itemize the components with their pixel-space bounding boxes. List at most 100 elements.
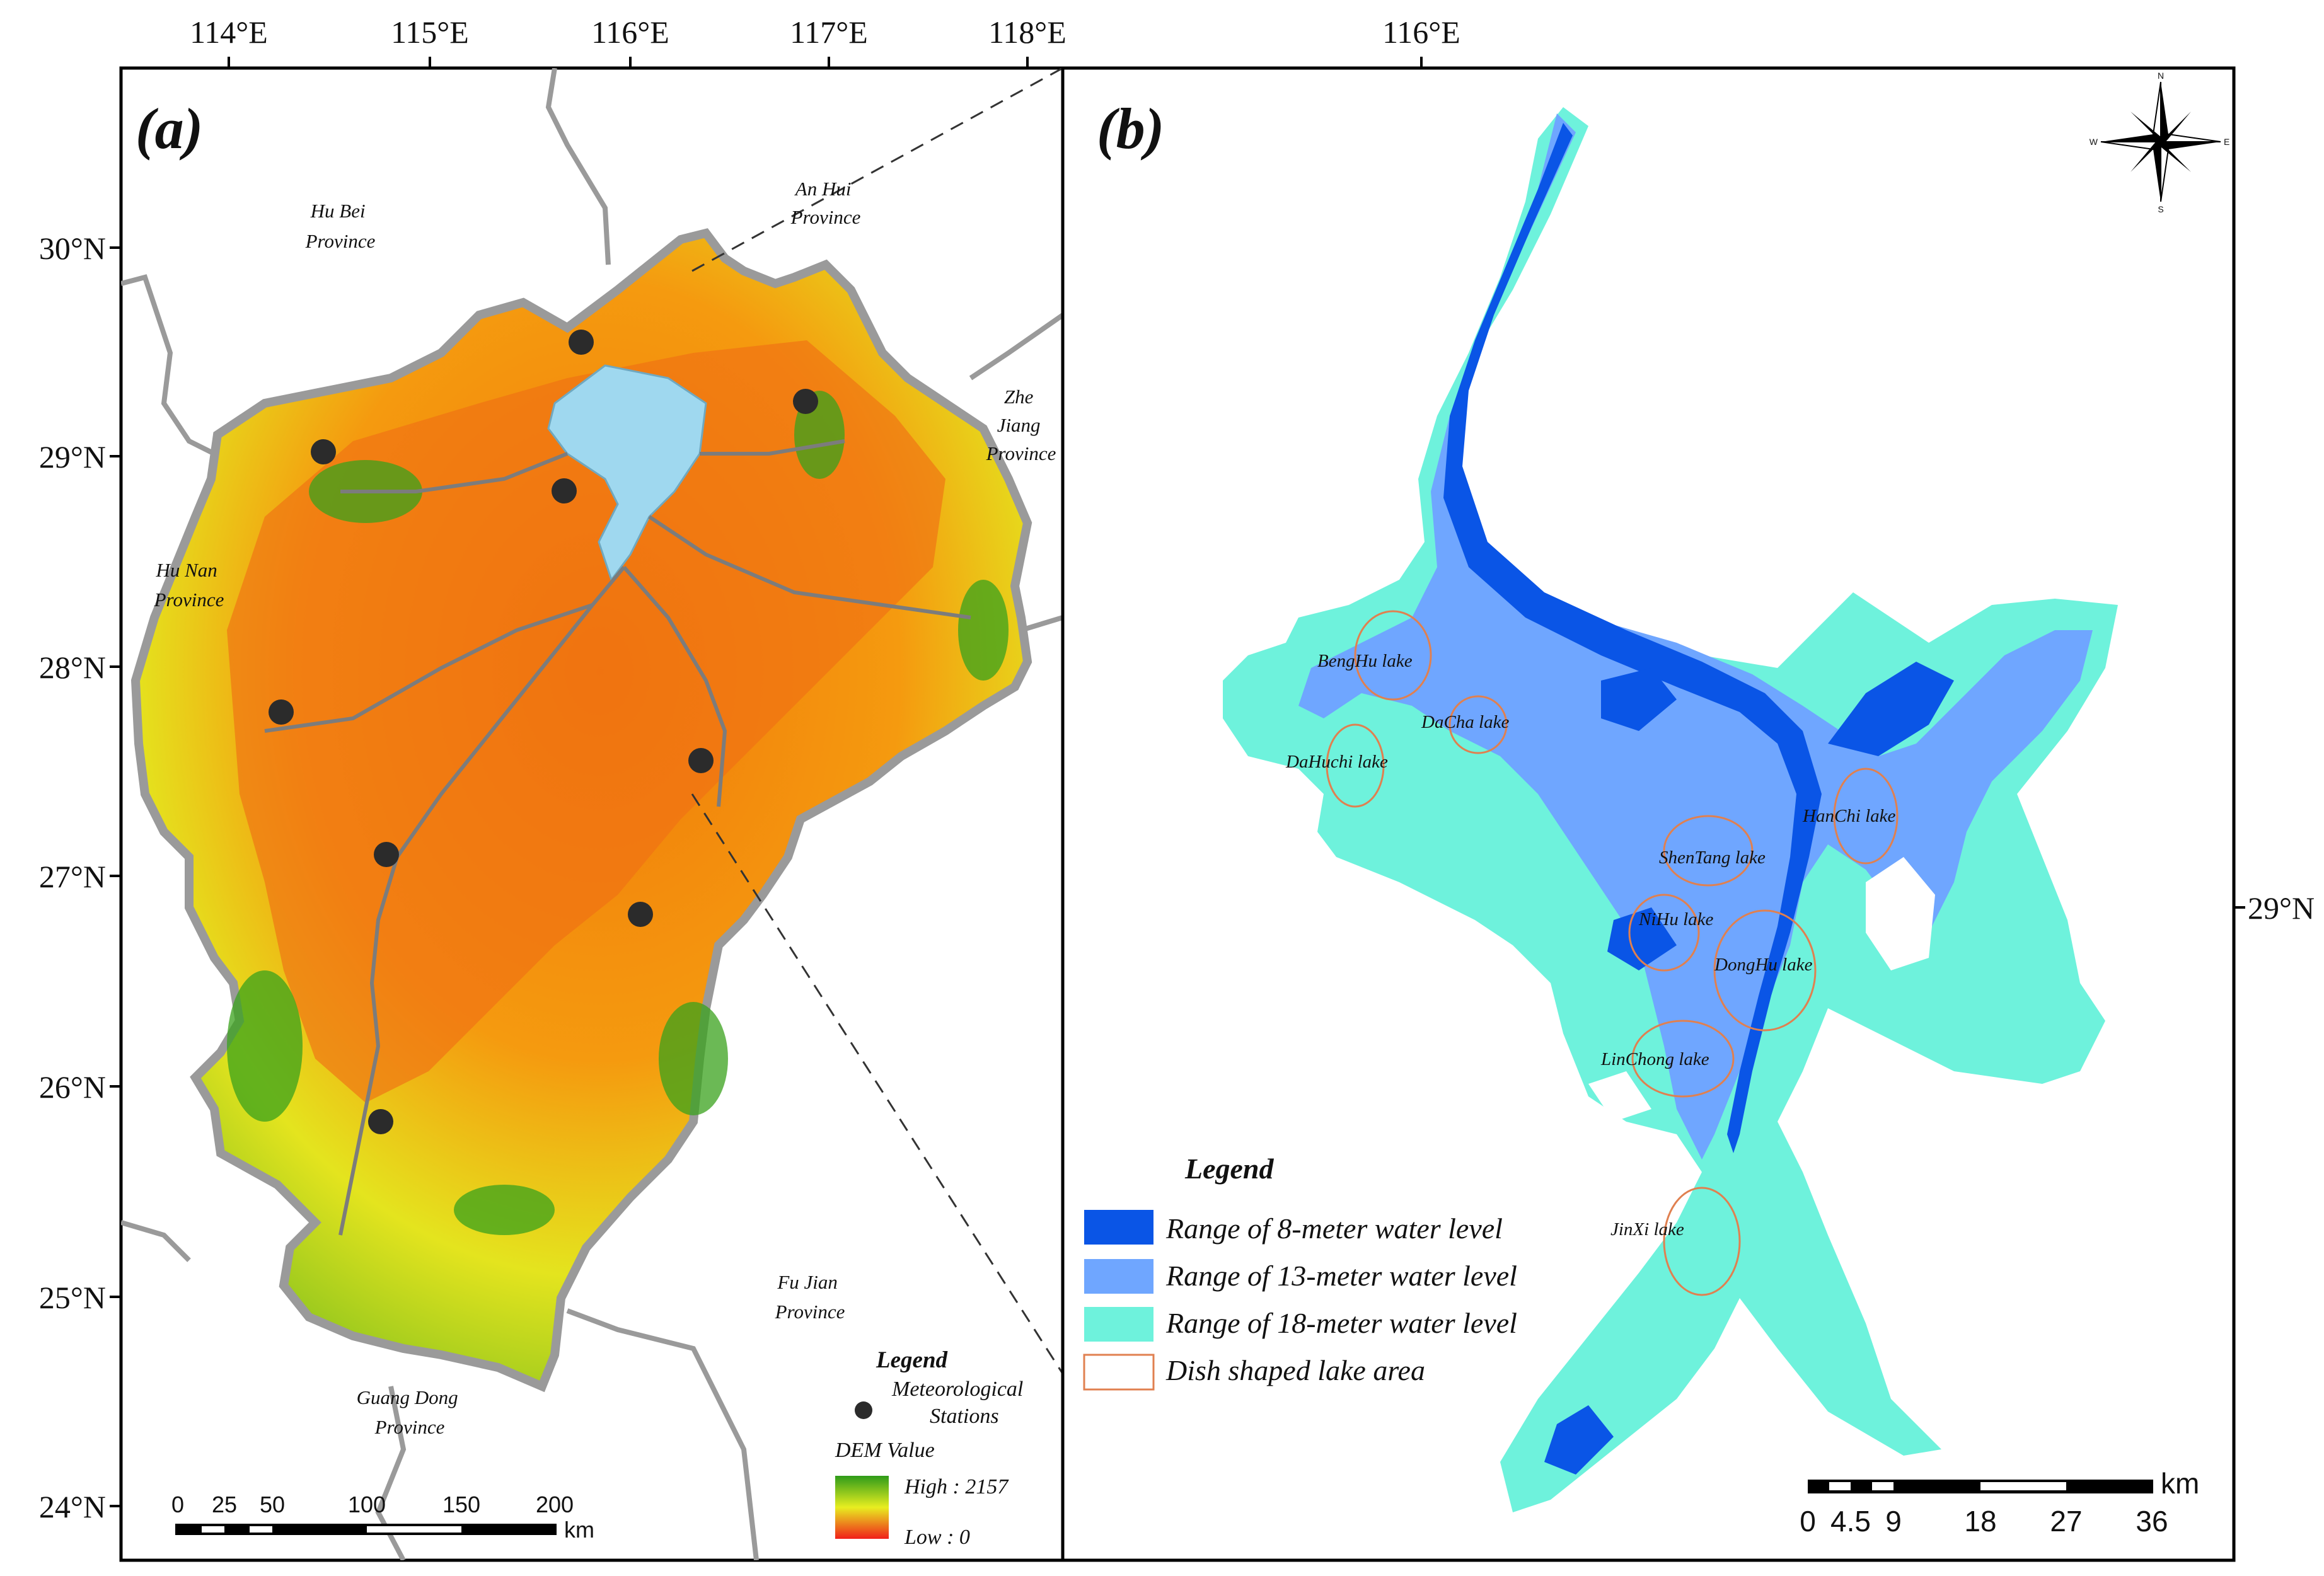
legend-swatch-18m — [1084, 1307, 1153, 1342]
panel-b-legend: Legend Range of 8-meter water level Rang… — [1083, 1153, 1517, 1391]
level-8m-patch — [1601, 668, 1677, 731]
lat-label: 27°N — [39, 859, 106, 894]
province-label-anhui: An Hui Province — [790, 178, 861, 228]
province-label-fujian: Fu Jian Province — [775, 1271, 845, 1323]
panel-b-scalebar: 0 4.5 9 18 27 36 km — [1800, 1467, 2199, 1538]
panel-a-map — [121, 68, 1063, 1560]
scale-tick: 50 — [260, 1492, 285, 1517]
lake-label: NiHu lake — [1638, 909, 1714, 929]
legend-dem-title: DEM Value — [835, 1439, 935, 1462]
panel-a-scalebar: 0 25 50 100 150 200 km — [171, 1492, 594, 1543]
panel-b-map — [1223, 107, 2118, 1512]
compass-s: S — [2158, 204, 2163, 214]
lowland-core — [227, 340, 945, 1103]
lat-label: 24°N — [39, 1489, 106, 1524]
province-label-hunan: Hu Nan Province — [154, 559, 224, 611]
legend-swatch-13m — [1084, 1259, 1153, 1294]
lake-label: JinXi lake — [1610, 1219, 1684, 1240]
compass-n: N — [2158, 71, 2164, 81]
station-legend-marker — [855, 1401, 872, 1419]
lake-label: BengHu lake — [1317, 651, 1413, 671]
province-boundary — [121, 68, 1063, 1560]
station-marker — [793, 389, 818, 414]
scale-tick: 18 — [1964, 1505, 1996, 1538]
highland-patches — [227, 391, 1009, 1235]
panel-a-label: (a) — [136, 96, 203, 161]
legend-stations-line2: Stations — [930, 1405, 999, 1428]
zoom-guide-line — [691, 68, 1063, 272]
lon-label: 117°E — [790, 14, 868, 50]
scale-tick: 150 — [442, 1492, 480, 1517]
non-flooded-land — [1588, 1071, 1651, 1122]
meteorological-stations — [269, 330, 818, 1134]
lake-label: DaCha lake — [1421, 712, 1509, 732]
station-marker — [688, 748, 714, 773]
scale-tick: 25 — [212, 1492, 237, 1517]
legend-dem-high: High : 2157 — [904, 1475, 1009, 1498]
station-marker — [368, 1109, 393, 1134]
lat-label: 29°N — [39, 439, 106, 475]
lon-label: 114°E — [190, 14, 268, 50]
legend-dem-low: Low : 0 — [904, 1526, 970, 1549]
scale-tick: 36 — [2136, 1505, 2168, 1538]
panel-a-lon-ticks — [228, 57, 1029, 68]
scale-tick: 200 — [536, 1492, 574, 1517]
level-8m-patch — [1828, 662, 1954, 756]
scale-tick: 100 — [348, 1492, 386, 1517]
lat-label: 25°N — [39, 1280, 106, 1315]
scale-unit-b: km — [2161, 1467, 2199, 1500]
station-marker — [374, 842, 399, 867]
lon-label-b: 116°E — [1382, 14, 1460, 50]
station-marker — [311, 439, 336, 464]
panel-b-label: (b) — [1097, 96, 1164, 161]
lake-label: LinChong lake — [1600, 1049, 1709, 1069]
dish-lakes — [1326, 610, 1899, 1296]
province-label-guangdong: Guang Dong Province — [357, 1386, 463, 1438]
lat-label: 30°N — [39, 231, 106, 266]
lake-label: DongHu lake — [1714, 955, 1813, 975]
panel-a-lat-ticks — [110, 246, 121, 1507]
lake-label: ShenTang lake — [1659, 848, 1766, 868]
legend-swatch-8m — [1084, 1210, 1153, 1245]
scale-tick: 0 — [1800, 1505, 1816, 1538]
level-8m-area — [1443, 123, 1822, 1153]
legend-item: Range of 8-meter water level — [1165, 1212, 1503, 1245]
legend-title-a: Legend — [876, 1347, 948, 1373]
station-marker — [269, 699, 294, 725]
zoom-guide-line — [691, 793, 1063, 1374]
legend-item: Range of 13-meter water level — [1165, 1260, 1517, 1292]
panel-a: (a) Hu Bei Province An Hui Province Zhe … — [39, 14, 1067, 1562]
panel-a-legend: Legend Meteorological Stations DEM Value… — [835, 1347, 1023, 1549]
legend-title-b: Legend — [1184, 1153, 1275, 1185]
compass-e: E — [2224, 137, 2229, 147]
dem-color-ramp — [835, 1476, 889, 1539]
level-8m-patch — [1607, 907, 1677, 970]
legend-swatch-dish — [1083, 1354, 1155, 1391]
scale-tick: 4.5 — [1830, 1505, 1871, 1538]
non-flooded-land — [1866, 857, 1935, 970]
compass-w: W — [2090, 137, 2098, 147]
scale-tick: 9 — [1885, 1505, 1902, 1538]
lon-label: 118°E — [988, 14, 1067, 50]
station-marker — [628, 902, 653, 927]
level-8m-patch — [1544, 1405, 1614, 1475]
scale-unit: km — [564, 1517, 594, 1543]
rivers — [264, 439, 971, 1236]
compass-rose: N S E W — [2090, 71, 2230, 214]
lake-label: HanChi lake — [1802, 806, 1896, 826]
legend-item: Dish shaped lake area — [1165, 1354, 1425, 1386]
station-marker — [569, 330, 594, 355]
legend-stations-line1: Meteorological — [891, 1378, 1023, 1401]
poyang-lake-a — [547, 364, 707, 582]
lat-label-b: 29°N — [2248, 890, 2315, 926]
legend-item: Range of 18-meter water level — [1165, 1307, 1517, 1339]
lat-label: 28°N — [39, 650, 106, 685]
lake-label: DaHuchi lake — [1285, 752, 1388, 772]
lon-label: 115°E — [391, 14, 469, 50]
scale-tick: 27 — [2050, 1505, 2082, 1538]
lon-label: 116°E — [591, 14, 669, 50]
panel-b: (b) 116°E 29°N BengHu lake DaCha lake Da… — [1061, 14, 2315, 1562]
station-marker — [552, 478, 577, 503]
province-label-zhejiang: Zhe Jiang Province — [986, 386, 1056, 464]
